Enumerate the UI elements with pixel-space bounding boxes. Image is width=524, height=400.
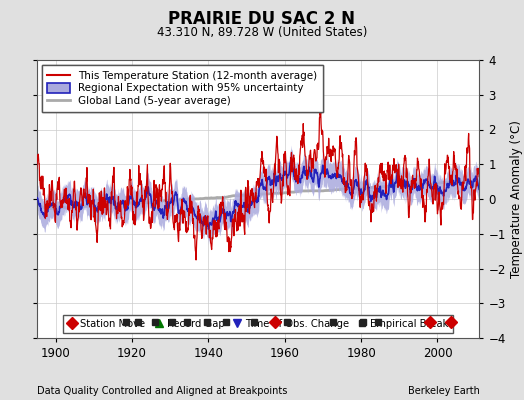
Y-axis label: Temperature Anomaly (°C): Temperature Anomaly (°C) xyxy=(510,120,523,278)
Text: PRAIRIE DU SAC 2 N: PRAIRIE DU SAC 2 N xyxy=(169,10,355,28)
Text: 43.310 N, 89.728 W (United States): 43.310 N, 89.728 W (United States) xyxy=(157,26,367,39)
Text: Berkeley Earth: Berkeley Earth xyxy=(408,386,479,396)
Text: Data Quality Controlled and Aligned at Breakpoints: Data Quality Controlled and Aligned at B… xyxy=(37,386,287,396)
Legend: This Temperature Station (12-month average), Regional Expectation with 95% uncer: This Temperature Station (12-month avera… xyxy=(42,65,323,112)
